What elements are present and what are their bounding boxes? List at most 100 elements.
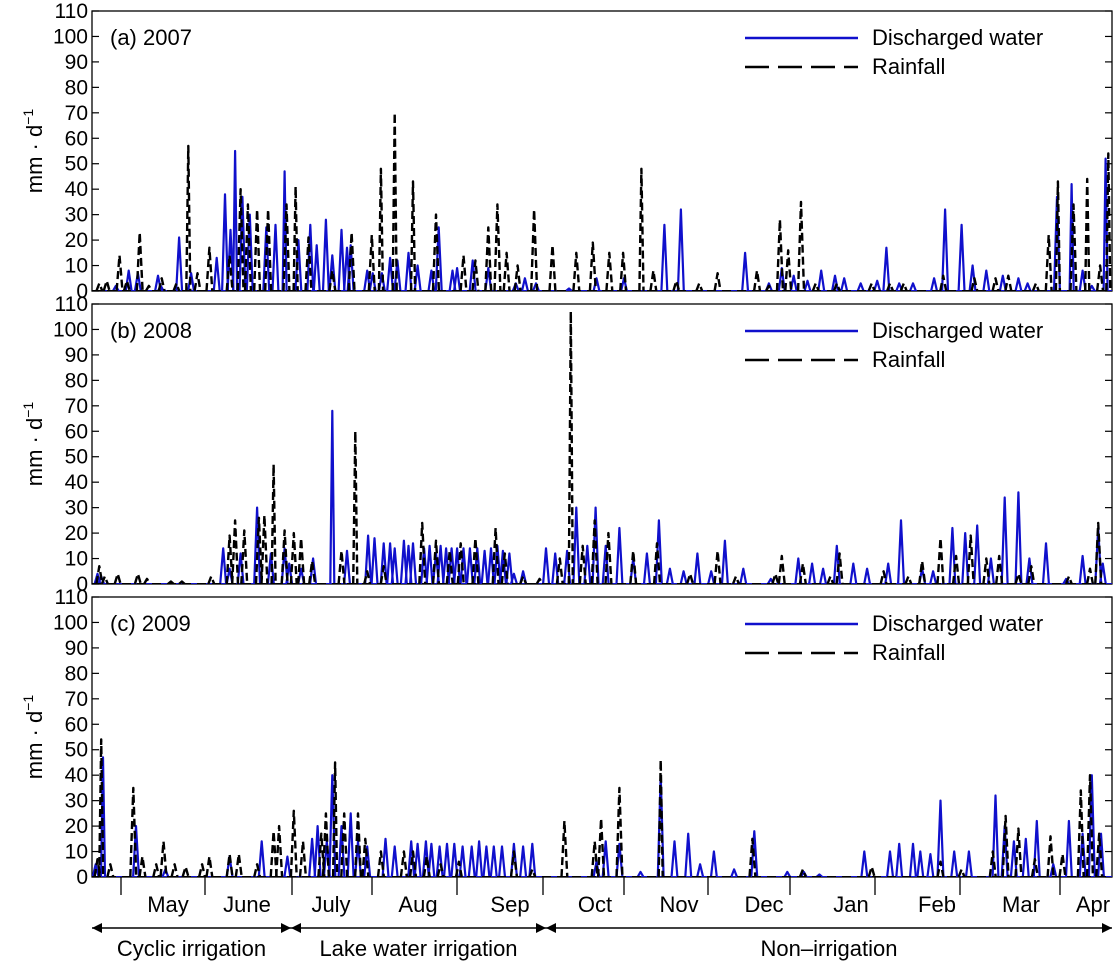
discharged-peak [684, 832, 693, 877]
rainfall-peak [899, 282, 908, 291]
discharged-peak [794, 557, 803, 584]
legend: Discharged water Rainfall [745, 25, 1043, 79]
discharged-peak [696, 863, 705, 877]
discharged-peak [453, 267, 462, 291]
series-group [92, 738, 1112, 877]
rainfall-peak [1095, 264, 1105, 291]
discharged-peak [487, 547, 495, 584]
rainfall-peak [115, 254, 124, 291]
discharged-peak [693, 552, 702, 584]
y-tick-label: 110 [55, 586, 88, 609]
rainfall-peak [657, 758, 664, 877]
discharged-peak [381, 837, 390, 877]
y-tick-label: 40 [65, 764, 88, 787]
rainfall-peak [471, 537, 480, 584]
discharged-peak [849, 562, 858, 584]
rainfall-peak [832, 282, 841, 291]
rainfall-peak [578, 544, 587, 584]
rainfall-peak [391, 111, 398, 291]
rainfall-peak [605, 251, 614, 291]
phase-label: Cyclic irrigation [117, 936, 266, 961]
month-label: Apr [1076, 892, 1110, 917]
discharged-peak [1014, 277, 1023, 291]
y-axis-label-text: mm · d [22, 418, 47, 486]
rainfall-peak [367, 233, 376, 291]
discharged-peak [379, 542, 388, 584]
discharged-peak [370, 537, 379, 584]
discharged-peak [615, 842, 624, 877]
discharged-peak [390, 547, 399, 584]
rainfall-peak [731, 575, 741, 584]
rainfall-peak [340, 812, 349, 877]
rainfall-peak [713, 549, 722, 584]
y-tick-label: 30 [65, 204, 88, 227]
rainfall-peak [253, 208, 262, 291]
rainfall-peak [995, 554, 1004, 584]
y-axis-label-exponent: −1 [20, 695, 36, 711]
month-label: Sep [490, 892, 529, 917]
rainfall-peak [328, 269, 337, 291]
month-label: Feb [918, 892, 956, 917]
discharged-peak [964, 850, 973, 877]
y-tick-label: 40 [65, 471, 88, 494]
rainfall-peak [879, 570, 888, 584]
discharged-peak [519, 845, 528, 877]
discharged-peak [1078, 554, 1087, 584]
rainfall-peak [590, 519, 599, 584]
discharged-peak [783, 870, 792, 877]
discharged-peak [636, 870, 645, 877]
rainfall-peak [178, 580, 186, 584]
rainfall-peak [1001, 814, 1010, 877]
y-tick-label: 10 [65, 548, 88, 571]
rainfall-peak [939, 274, 948, 291]
phase-arrows [92, 923, 1112, 933]
y-axis-label: mm · d−1 [20, 109, 47, 194]
discharged-peak [601, 840, 610, 877]
month-label: Dec [744, 892, 783, 917]
discharged-peak [337, 228, 346, 291]
rainfall-peak [560, 819, 569, 877]
legend: Discharged water Rainfall [745, 318, 1043, 372]
discharged-peak [458, 845, 467, 877]
y-tick-label: 50 [65, 153, 88, 176]
discharged-peak [863, 567, 872, 584]
rainfall-peak [304, 236, 313, 291]
arrowhead-right [281, 923, 291, 933]
discharged-peak [271, 223, 280, 291]
legend-label-rainfall: Rainfall [872, 54, 945, 79]
rainfall-peak [713, 272, 722, 291]
discharged-peak [973, 524, 982, 584]
rainfall-peak [1031, 282, 1040, 291]
rainfall-peak [936, 537, 945, 584]
rainfall-peak [269, 830, 278, 877]
discharged-peak [245, 213, 254, 291]
rainfall-peak [672, 279, 681, 291]
discharged-peak [236, 552, 245, 584]
discharged-peak [563, 549, 572, 584]
panel-label: (c) 2009 [110, 611, 191, 636]
legend: Discharged water Rainfall [745, 611, 1043, 665]
discharged-peak [219, 547, 228, 584]
rainfall-peak [796, 200, 806, 291]
rainfall-peak [308, 559, 317, 584]
discharged-peak [679, 570, 688, 584]
rainfall-peak [500, 552, 509, 584]
y-tick-label: 70 [65, 688, 88, 711]
rainfall-peak [798, 868, 807, 877]
discharged-peak [283, 855, 292, 877]
rainfall-peak [298, 840, 308, 877]
rainfall-peak [936, 860, 945, 877]
y-tick-label: 70 [65, 395, 88, 418]
rainfall-peak [530, 208, 539, 291]
month-label: June [223, 892, 271, 917]
discharged-peak [936, 799, 945, 877]
rainfall-peak [289, 809, 298, 877]
discharged-peak [413, 842, 422, 877]
discharged-peak [467, 845, 476, 877]
rainfall-peak [988, 850, 997, 877]
rainfall-peak [422, 855, 431, 877]
phase-label: Lake water irrigation [319, 936, 517, 961]
discharged-water-series [92, 409, 1112, 584]
